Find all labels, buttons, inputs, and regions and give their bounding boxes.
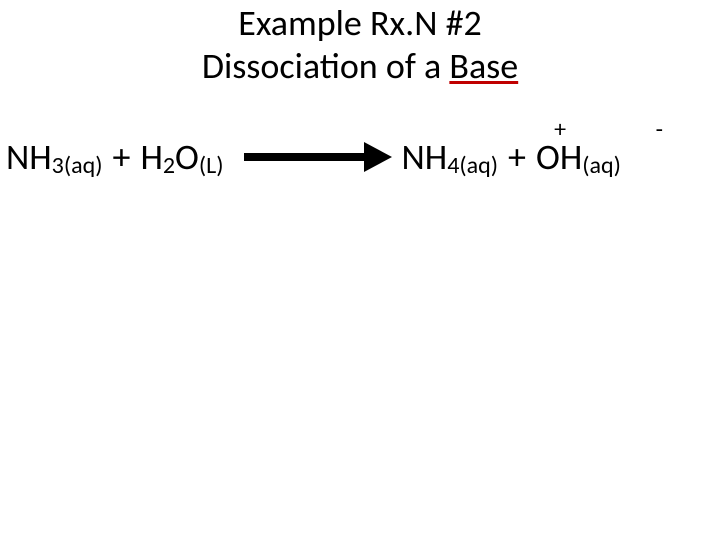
reactant-2-sub: 2 xyxy=(163,151,175,180)
product-1-sub: 4(aq) xyxy=(447,151,498,180)
title-line-1: Example Rx.N #2 xyxy=(238,2,482,45)
reactant-2-sub2: (L) xyxy=(199,151,224,180)
plus-2: + xyxy=(498,135,536,179)
reactant-2-base: H xyxy=(140,135,162,179)
product-2-base: OH xyxy=(536,135,582,179)
product-1: NH+4(aq) xyxy=(402,135,499,179)
plus-1: + xyxy=(103,135,141,179)
arrow-line xyxy=(244,153,364,161)
reactant-1-sub: 3(aq) xyxy=(52,151,103,180)
chemical-equation: NH3(aq) + H2O(L) NH+4(aq) + OH-(aq) xyxy=(0,135,720,179)
title-underlined-word: Base xyxy=(449,44,518,88)
reaction-arrow xyxy=(224,142,402,172)
reactant-1: NH3(aq) xyxy=(6,135,103,179)
reactant-2: H2O(L) xyxy=(140,135,223,179)
reactant-1-base: NH xyxy=(6,135,52,179)
product-2: OH-(aq) xyxy=(536,135,621,179)
product-1-base: NH xyxy=(402,135,448,179)
reactant-2-base2: O xyxy=(175,135,199,179)
product-2-sub: (aq) xyxy=(582,151,621,180)
title-line-2-prefix: Dissociation of a xyxy=(202,44,450,88)
title-block: Example Rx.N #2 Dissociation of a Base xyxy=(0,0,720,88)
title-line-2: Dissociation of a Base xyxy=(202,45,518,88)
arrow-head-icon xyxy=(364,142,392,172)
product-2-charge: - xyxy=(656,115,663,144)
